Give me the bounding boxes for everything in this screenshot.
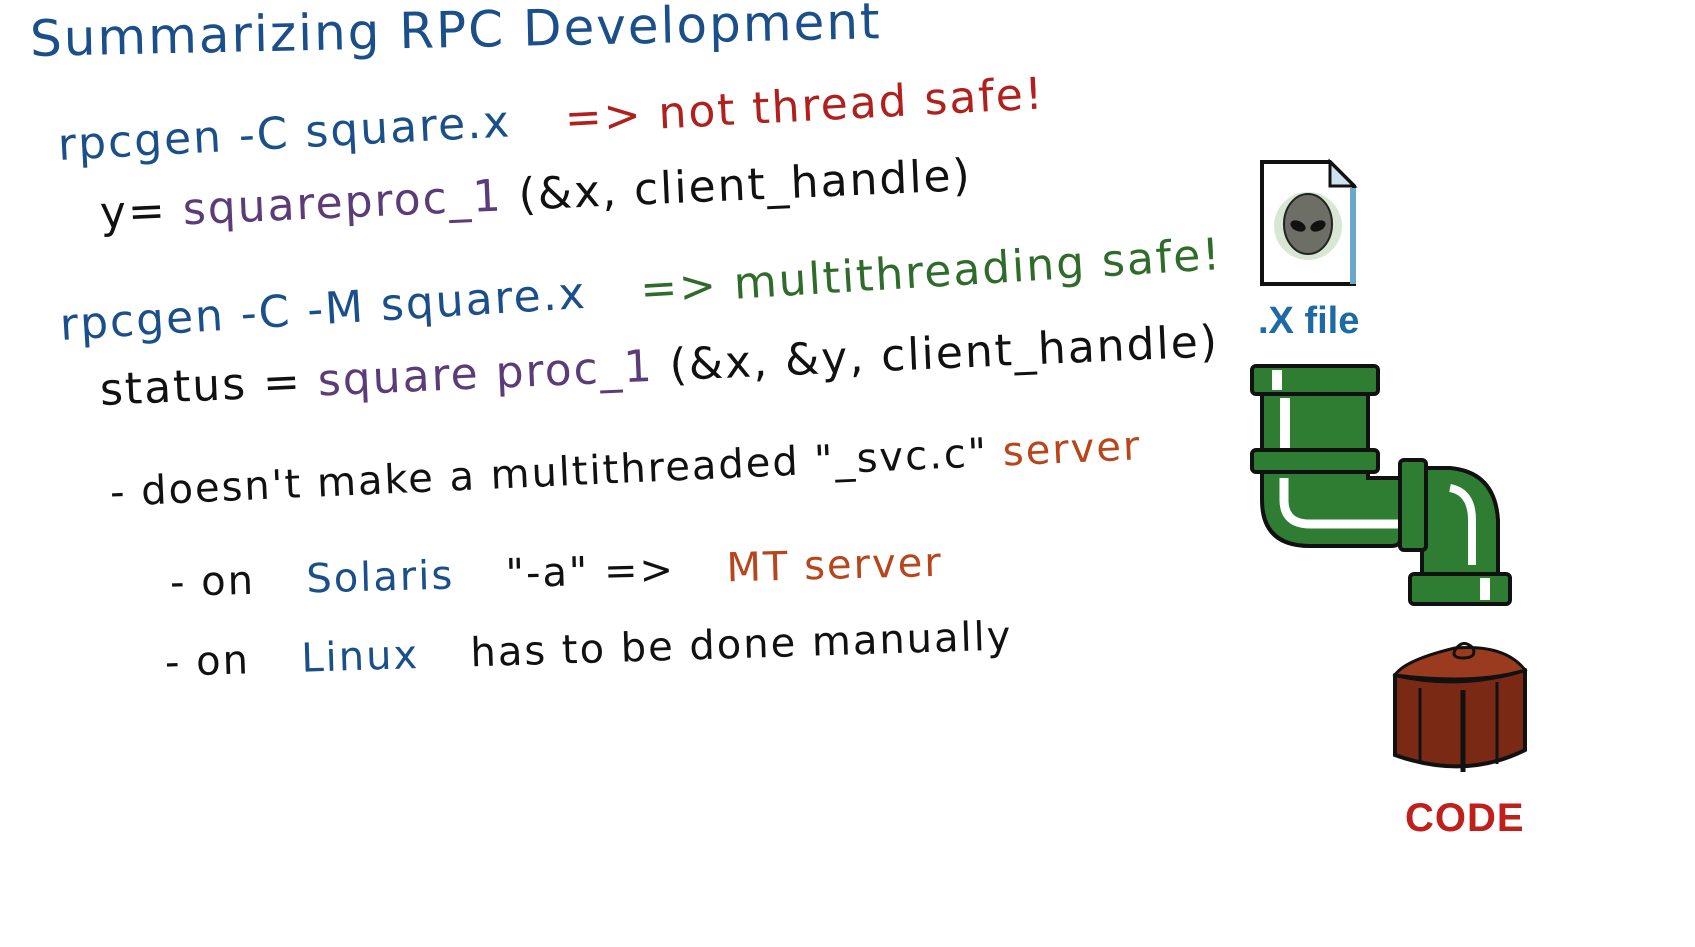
squareproc-mt-args: (&x, &y, client_handle) [668, 316, 1220, 392]
squareproc-call-line: y= squareproc_1 (&x, client_handle) [99, 150, 973, 239]
arrow-2: => [638, 259, 720, 316]
squareproc-fn: squareproc_1 [181, 170, 504, 236]
mt-server-result: MT server [725, 539, 944, 592]
linux-os: Linux [300, 632, 420, 682]
solaris-line: - on Solaris "-a" => MT server [169, 540, 943, 606]
squareproc-mt-fn: square proc_1 [316, 340, 655, 407]
linux-text: has to be done manually [469, 613, 1014, 677]
not-thread-safe-note: not thread safe! [657, 68, 1046, 140]
server-word: server [1001, 423, 1143, 476]
linux-line: - on Linux has to be done manually [164, 613, 1013, 686]
package-box-icon [1385, 630, 1535, 784]
xfile-label: .X file [1258, 300, 1360, 342]
rpcgen-basic-command: rpcgen -C square.x [56, 96, 513, 171]
solaris-os: Solaris [305, 552, 455, 603]
svc-note-text: - doesn't make a multithreaded "_svc.c" [108, 430, 990, 516]
slide-title: Summarizing RPC Development [29, 0, 883, 68]
solaris-dash: - on [169, 557, 256, 606]
assign-status: status = [98, 356, 303, 416]
squareproc-args: (&x, client_handle) [517, 149, 973, 221]
alien-file-icon [1258, 158, 1358, 292]
code-label: CODE [1405, 796, 1525, 840]
linux-dash: - on [164, 637, 251, 686]
svc-note-line: - doesn't make a multithreaded "_svc.c" … [109, 423, 1142, 516]
solaris-flag: "-a" => [505, 546, 676, 598]
arrow-1: => [563, 89, 644, 145]
multithreading-safe-note: multithreading safe! [732, 228, 1224, 310]
assign-y: y= [98, 185, 168, 239]
green-pipe-icon [1250, 360, 1520, 614]
rpcgen-mt-command: rpcgen -C -M square.x [58, 267, 588, 351]
